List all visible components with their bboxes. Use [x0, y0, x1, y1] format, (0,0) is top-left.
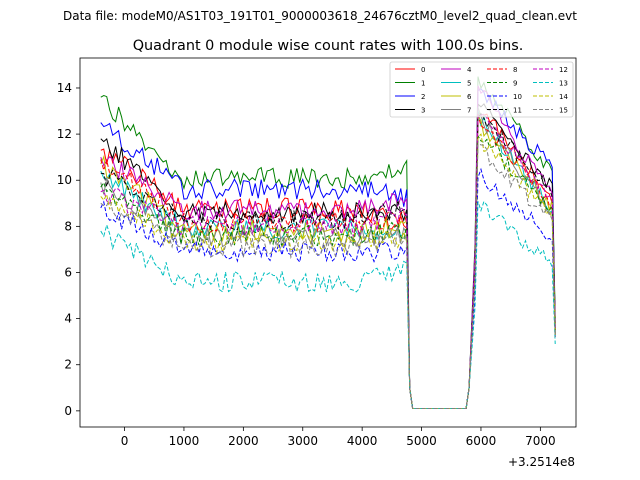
series-line-14 — [100, 133, 556, 410]
series-line-15 — [100, 142, 556, 410]
chart-title: Quadrant 0 module wise count rates with … — [133, 38, 524, 54]
y-tick-label: 12 — [57, 127, 72, 141]
x-tick-label: 3000 — [287, 434, 318, 448]
x-tick-label: 7000 — [525, 434, 556, 448]
series-line-9 — [100, 134, 556, 410]
legend-label-15: 15 — [559, 107, 568, 115]
series-line-13 — [100, 200, 556, 410]
legend-label-10: 10 — [513, 93, 522, 101]
x-tick-label: 2000 — [228, 434, 259, 448]
series-line-6 — [100, 115, 556, 410]
series-line-2 — [100, 88, 556, 410]
legend-label-11: 11 — [513, 107, 522, 115]
y-tick-label: 8 — [64, 219, 72, 233]
series-line-10 — [100, 167, 556, 410]
legend-label-2: 2 — [421, 93, 425, 101]
series-line-12 — [100, 113, 556, 410]
legend-label-12: 12 — [559, 66, 568, 74]
legend-label-1: 1 — [421, 80, 425, 88]
y-tick-label: 10 — [57, 173, 72, 187]
legend-frame — [389, 61, 574, 118]
series-line-8 — [100, 114, 556, 410]
y-tick-label: 0 — [64, 404, 72, 418]
axes-frame — [79, 57, 577, 428]
y-tick-label: 6 — [64, 265, 72, 279]
legend-label-14: 14 — [559, 93, 568, 101]
legend-label-3: 3 — [421, 107, 425, 115]
legend-label-13: 13 — [559, 80, 568, 88]
legend-label-9: 9 — [513, 80, 517, 88]
x-tick-label: 1000 — [169, 434, 200, 448]
series-line-5 — [100, 109, 556, 410]
legend-label-4: 4 — [467, 66, 472, 74]
legend-label-6: 6 — [467, 93, 472, 101]
legend-label-5: 5 — [467, 80, 471, 88]
series-line-11 — [100, 112, 556, 410]
series-line-7 — [100, 107, 556, 410]
chart-suptitle: Data file: modeM0/AS1T03_191T01_90000036… — [63, 9, 577, 23]
x-axis-offset-label: +3.2514e8 — [508, 455, 575, 469]
x-tick-label: 5000 — [406, 434, 437, 448]
y-axis: 0 2 4 6 8 10 12 14 — [57, 81, 80, 418]
y-tick-label: 14 — [57, 81, 72, 95]
legend-label-7: 7 — [467, 107, 471, 115]
legend-label-0: 0 — [421, 66, 425, 74]
x-tick-label: 6000 — [466, 434, 497, 448]
series-line-0 — [100, 111, 556, 410]
plot-area — [100, 76, 556, 410]
legend-label-8: 8 — [513, 66, 517, 74]
x-tick-label: 4000 — [347, 434, 378, 448]
x-tick-label: 0 — [121, 434, 129, 448]
x-axis: 0 1000 2000 3000 4000 5000 6000 7000 — [121, 427, 556, 448]
y-tick-label: 2 — [64, 358, 72, 372]
y-tick-label: 4 — [64, 312, 72, 326]
